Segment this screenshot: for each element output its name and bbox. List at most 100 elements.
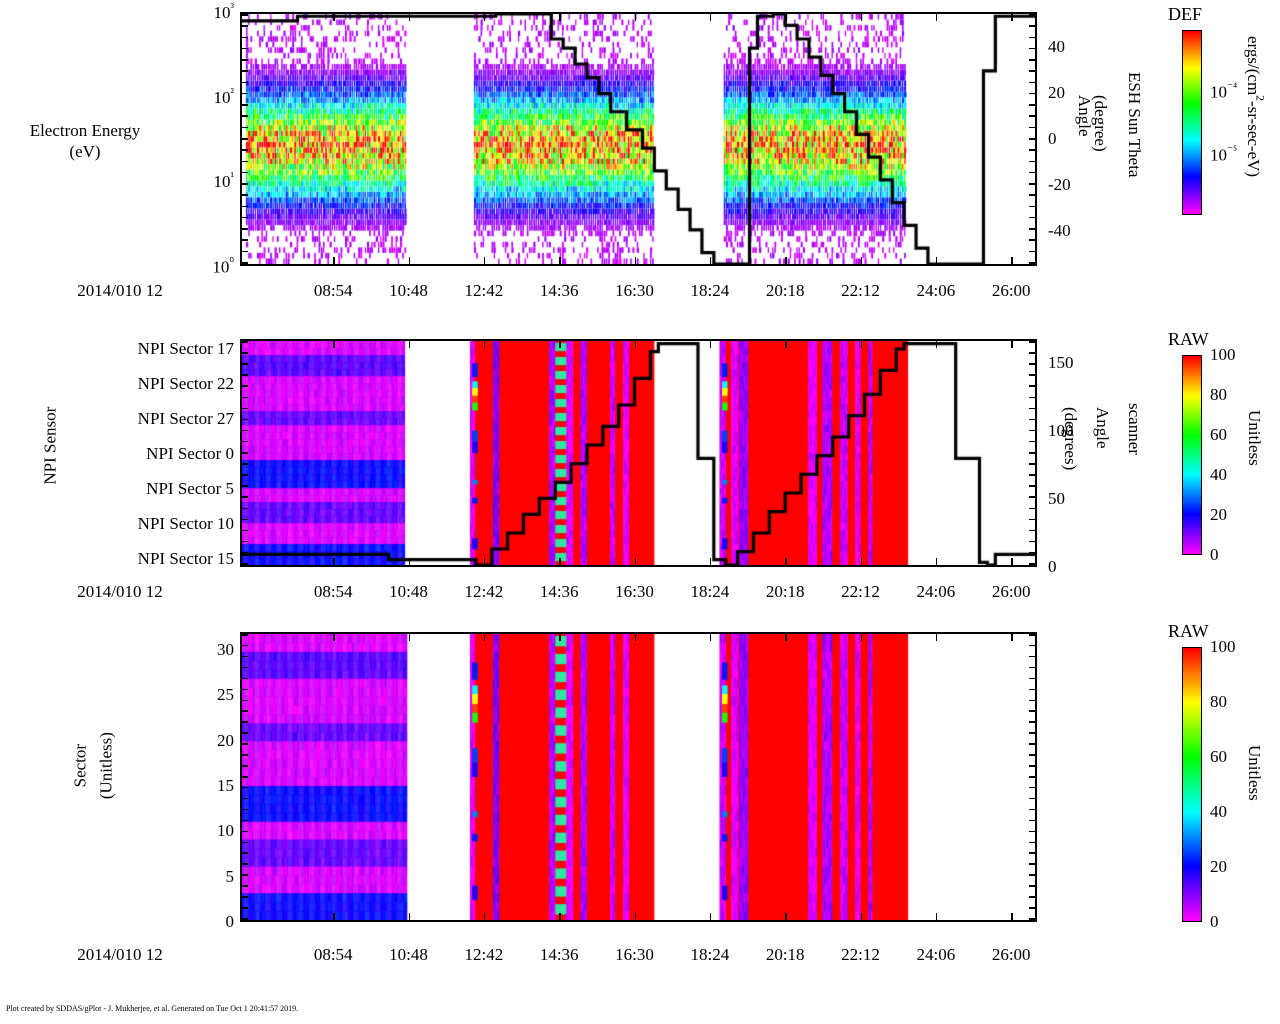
- x-tick-mark: [860, 257, 863, 264]
- y-tick-mark: [1029, 363, 1035, 365]
- y-tick-mark: [242, 841, 248, 844]
- panel2-y-axis-label: NPI Sensor: [40, 406, 60, 485]
- y-tick-mark: [242, 262, 248, 264]
- y-tick-mark: [242, 896, 248, 898]
- panel1-right-axis-label-line1: Angle: [1075, 95, 1094, 137]
- y-tick-label: 15: [217, 776, 234, 796]
- y-tick-mark: [1029, 634, 1035, 636]
- x-tick-mark: [333, 341, 335, 348]
- x-tick-mark: [483, 558, 486, 565]
- y-tick-label: 30: [217, 640, 234, 660]
- y-tick-mark: [242, 396, 248, 398]
- x-tick-mark: [634, 14, 637, 21]
- x-tick-mark: [483, 257, 486, 264]
- x-tick-label: 18:24: [690, 945, 730, 964]
- y-tick-mark: [242, 36, 248, 39]
- y-tick-mark: [242, 115, 248, 117]
- y-tick-mark: [242, 743, 248, 745]
- x-tick-mark: [483, 913, 486, 920]
- x-tick-mark: [559, 14, 561, 21]
- y-tick-mark: [1029, 754, 1035, 756]
- y-tick-mark: [1029, 852, 1035, 854]
- y-tick-mark: [1029, 92, 1035, 95]
- y-tick-mark: [1029, 786, 1035, 789]
- panel1-y-tick-label: 10²: [213, 85, 234, 107]
- y-tick-mark: [1029, 239, 1035, 241]
- y-tick-mark: [1029, 699, 1035, 702]
- x-tick-mark: [860, 913, 863, 920]
- x-tick-mark: [408, 14, 411, 21]
- y-tick-mark: [242, 70, 248, 72]
- colorbar-tick-label: 0: [1210, 545, 1219, 564]
- right-tick-label: 150: [1048, 353, 1074, 373]
- x-tick-label: 14:36: [539, 582, 579, 601]
- y-tick-mark: [1029, 540, 1035, 543]
- y-tick-mark: [242, 126, 248, 129]
- panel2-right-axis-title: scanner: [1125, 403, 1144, 455]
- x-tick-mark: [785, 558, 787, 565]
- panel1-colorbar: [1182, 30, 1202, 215]
- x-tick-mark: [1011, 257, 1013, 264]
- panel2-right-axis-label: Angle: [1093, 407, 1112, 449]
- x-tick-label: 20:18: [765, 945, 805, 964]
- panel3-plot-area: [240, 632, 1037, 922]
- panel3-colorbar-unit: Unitless: [1245, 745, 1264, 801]
- y-tick-mark: [242, 563, 248, 565]
- y-tick-mark: [1029, 25, 1035, 27]
- y-tick-mark: [242, 228, 248, 230]
- y-tick-mark: [1029, 59, 1035, 61]
- panel1-y-tick-label: 10¹: [213, 170, 234, 192]
- y-tick-mark: [1029, 563, 1035, 565]
- y-tick-mark: [242, 452, 248, 454]
- x-tick-label: 14:36: [539, 281, 579, 300]
- x-tick-mark: [559, 257, 561, 264]
- y-tick-mark: [1029, 496, 1035, 498]
- y-tick-mark: [1029, 808, 1035, 811]
- y-tick-mark: [1029, 115, 1035, 117]
- y-tick-mark: [1029, 551, 1035, 554]
- x-tick-mark: [634, 341, 637, 348]
- panel2-colorbar-unit: Unitless: [1245, 410, 1264, 466]
- x-tick-mark: [860, 634, 863, 641]
- y-tick-mark: [1029, 863, 1035, 865]
- x-tick-label: 24:06: [916, 945, 956, 964]
- y-tick-mark: [242, 25, 248, 27]
- panel1-y-axis-label-line1: Electron Energy: [29, 121, 141, 140]
- y-tick-mark: [1029, 70, 1035, 72]
- x-tick-mark: [709, 558, 712, 565]
- y-tick-mark: [242, 765, 248, 767]
- x-tick-mark: [935, 341, 938, 348]
- panel2-colorbar-title: RAW: [1168, 329, 1209, 349]
- colorbar-tick-label: 100: [1210, 345, 1236, 364]
- x-tick-mark: [634, 913, 637, 920]
- panel1-y-tick-label: 10³: [213, 1, 234, 22]
- y-tick-mark: [242, 885, 248, 887]
- panel1-colorbar-unit-text: ergs/(cm2-sr-sec-eV): [1244, 36, 1267, 178]
- x-tick-mark: [408, 634, 411, 641]
- y-tick-mark: [242, 688, 248, 691]
- right-tick-label: 0: [1048, 129, 1057, 148]
- panel2-right-axis-units: (degrees): [1061, 407, 1080, 471]
- y-tick-mark: [242, 551, 248, 554]
- y-tick-mark: [1029, 126, 1035, 129]
- x-tick-mark: [709, 257, 712, 264]
- y-tick-mark: [242, 81, 248, 84]
- y-tick-mark: [242, 776, 248, 778]
- x-tick-label: 26:00: [991, 582, 1031, 601]
- y-tick-mark: [1029, 830, 1035, 833]
- y-tick-mark: [1029, 841, 1035, 844]
- y-tick-mark: [1029, 710, 1035, 712]
- x-tick-mark: [634, 634, 637, 641]
- y-tick-mark: [1029, 418, 1035, 421]
- y-tick-mark: [242, 808, 248, 811]
- y-tick-mark: [1029, 205, 1035, 208]
- x-tick-label: 12:42: [464, 281, 504, 300]
- panel1-y-axis-label: Electron Energy (eV): [10, 120, 160, 163]
- y-tick-mark: [242, 463, 248, 465]
- colorbar-tick-label: 40: [1210, 802, 1227, 821]
- x-tick-mark: [1011, 913, 1013, 920]
- y-tick-mark: [1029, 896, 1035, 898]
- y-tick-mark: [242, 407, 248, 410]
- y-tick-mark: [242, 341, 248, 343]
- panel2-y-tick-label: NPI Sector 27: [137, 409, 234, 428]
